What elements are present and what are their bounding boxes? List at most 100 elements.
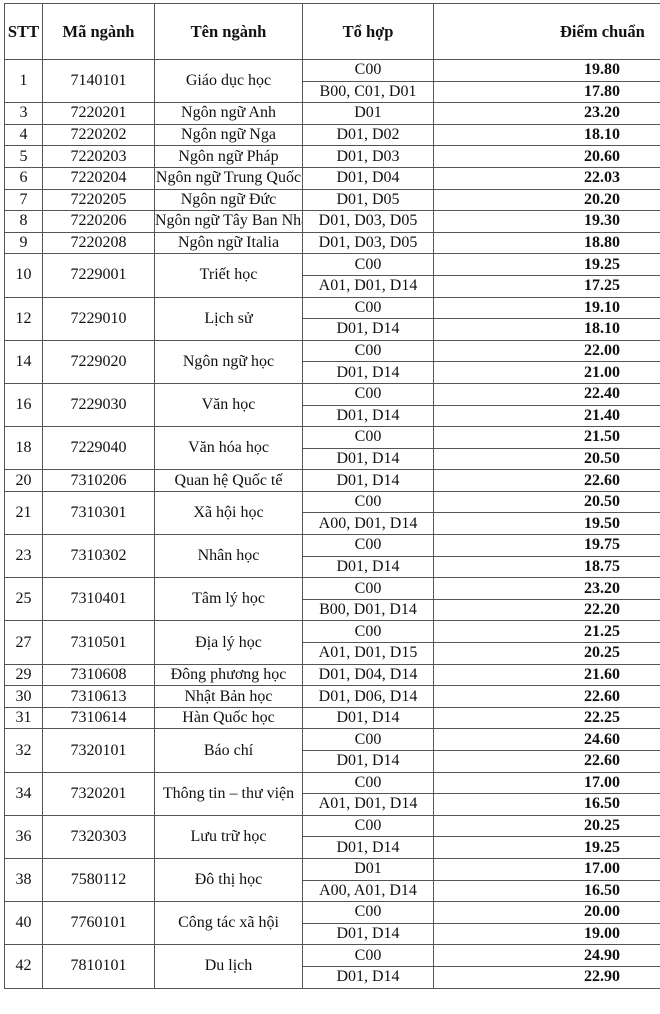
table-row: A00, A01, D14 16.50: [5, 879, 660, 903]
cell-combo: C00: [302, 253, 434, 276]
cell-name: Báo chí: [154, 728, 303, 773]
cell-combo: C00: [302, 339, 434, 363]
cell-score: 20.25: [433, 642, 660, 665]
cell-combo: C00: [302, 296, 434, 320]
cell-score: 23.20: [433, 102, 660, 125]
cell-code: 7310301: [42, 490, 155, 536]
cell-name: Nhân học: [154, 534, 303, 579]
header-row: STT Mã ngành Tên ngành Tổ hợp Điểm chuẩn: [4, 3, 660, 60]
cell-combo: D01, D02: [302, 123, 434, 147]
cell-stt: 7: [4, 188, 43, 212]
cell-score: 22.60: [433, 469, 660, 492]
table-body: 1 7140101 Giáo dục học C00 19.80 B00, C01, D0…: [4, 58, 660, 989]
cell-score: 21.25: [433, 620, 660, 644]
cell-combo: A00, D01, D14: [302, 512, 434, 536]
table-row: 34 7320201 Thông tin – thư viện C00 17.00: [4, 771, 660, 816]
cell-score: 17.00: [433, 857, 660, 881]
cell-score: 20.20: [433, 188, 660, 212]
table-row: 30 7310613 Nhật Bản học D01, D06, D14 22.60: [4, 685, 660, 708]
cell-name: Ngôn ngữ Pháp: [154, 145, 303, 168]
cell-score: 22.90: [433, 965, 660, 989]
cell-name: Thông tin – thư viện: [154, 771, 303, 816]
cell-combo: D01, D03: [302, 145, 434, 168]
cell-name: Ngôn ngữ Italia: [154, 231, 303, 255]
cell-combo: B00, C01, D01: [302, 80, 434, 104]
cell-combo: C00: [302, 382, 434, 406]
cell-combo: D01, D14: [302, 706, 434, 730]
admission-scores-table: STT Mã ngành Tên ngành Tổ hợp Điểm chuẩn…: [4, 3, 660, 989]
cell-score: 20.25: [433, 814, 660, 838]
table-row: D01, D14 19.00: [5, 922, 660, 946]
cell-stt: 42: [4, 944, 43, 989]
table-row: 1 7140101 Giáo dục học C00 19.80: [4, 58, 660, 104]
table-row: D01, D14 18.10: [5, 318, 660, 341]
cell-score: 22.00: [433, 339, 660, 363]
cell-stt: 20: [4, 469, 43, 492]
cell-combo: D01, D14: [302, 404, 434, 428]
cell-stt: 9: [4, 231, 43, 255]
table-row: D01, D14 21.00: [5, 361, 660, 384]
cell-score: 19.10: [433, 296, 660, 320]
cell-score: 23.20: [433, 577, 660, 600]
header-name: Tên ngành: [154, 3, 303, 60]
cell-combo: C00: [302, 577, 434, 600]
cell-stt: 21: [4, 490, 43, 536]
cell-score: 22.60: [433, 685, 660, 708]
cell-score: 18.10: [433, 318, 660, 341]
cell-score: 22.60: [433, 750, 660, 773]
cell-stt: 5: [4, 145, 43, 168]
cell-name: Đông phương học: [154, 663, 303, 687]
cell-stt: 12: [4, 296, 43, 341]
cell-score: 24.60: [433, 728, 660, 751]
cell-score: 19.25: [433, 836, 660, 859]
header-code: Mã ngành: [42, 3, 155, 60]
cell-score: 18.75: [433, 555, 660, 579]
cell-combo: C00: [302, 534, 434, 557]
table-row: D01, D14 19.25: [5, 836, 660, 859]
cell-score: 17.00: [433, 771, 660, 795]
cell-combo: D01: [302, 102, 434, 125]
table-row: 40 7760101 Công tác xã hội C00 20.00: [4, 901, 660, 946]
cell-score: 22.40: [433, 382, 660, 406]
cell-code: 7229010: [42, 296, 155, 341]
cell-score: 20.60: [433, 145, 660, 168]
cell-score: 19.30: [433, 210, 660, 233]
cell-code: 7220208: [42, 231, 155, 255]
cell-stt: 16: [4, 382, 43, 428]
table-row: 14 7229020 Ngôn ngữ học C00 22.00: [4, 339, 660, 384]
cell-score: 21.60: [433, 663, 660, 687]
cell-name: Ngôn ngữ Tây Ban Nha: [154, 210, 303, 233]
cell-combo: D01, D14: [302, 555, 434, 579]
cell-combo: A01, D01, D14: [302, 793, 434, 816]
cell-combo: D01, D03, D05: [302, 231, 434, 255]
cell-combo: D01, D14: [302, 447, 434, 471]
cell-score: 21.40: [433, 404, 660, 428]
cell-score: 19.50: [433, 512, 660, 536]
table-row: 42 7810101 Du lịch C00 24.90: [4, 944, 660, 989]
table-row: 10 7229001 Triết học C00 19.25: [4, 253, 660, 298]
cell-stt: 36: [4, 814, 43, 859]
cell-combo: B00, D01, D14: [302, 598, 434, 622]
cell-stt: 3: [4, 102, 43, 125]
header-stt: STT: [4, 3, 43, 60]
table-row: 38 7580112 Đô thị học D01 17.00: [4, 857, 660, 903]
cell-code: 7220204: [42, 166, 155, 190]
cell-score: 17.25: [433, 274, 660, 298]
table-row: 8 7220206 Ngôn ngữ Tây Ban Nha D01, D03, D0…: [4, 210, 660, 233]
cell-combo: C00: [302, 426, 434, 449]
cell-score: 16.50: [433, 793, 660, 816]
cell-combo: D01, D14: [302, 469, 434, 492]
cell-score: 16.50: [433, 879, 660, 903]
cell-combo: C00: [302, 944, 434, 967]
cell-code: 7140101: [42, 58, 155, 104]
cell-name: Đô thị học: [154, 857, 303, 903]
cell-combo: D01, D14: [302, 922, 434, 946]
cell-code: 7220203: [42, 145, 155, 168]
cell-name: Lưu trữ học: [154, 814, 303, 859]
cell-stt: 4: [4, 123, 43, 147]
cell-name: Ngôn ngữ Nga: [154, 123, 303, 147]
cell-stt: 25: [4, 577, 43, 622]
cell-score: 19.80: [433, 59, 660, 82]
cell-name: Công tác xã hội: [154, 901, 303, 946]
cell-score: 21.50: [433, 426, 660, 449]
